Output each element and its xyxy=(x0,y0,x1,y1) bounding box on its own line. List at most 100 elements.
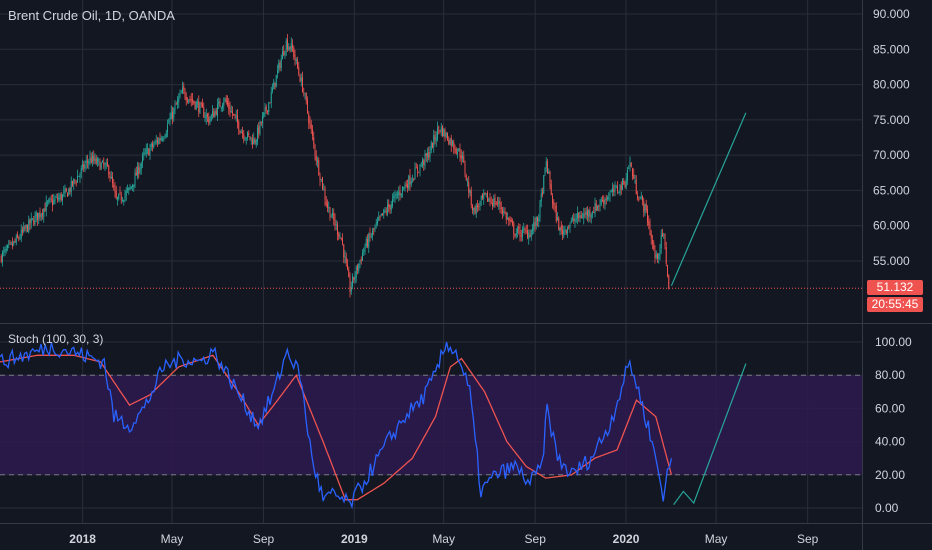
candle-body xyxy=(67,192,68,197)
candle-body xyxy=(5,248,7,251)
price-projection-line[interactable] xyxy=(670,112,747,286)
candle-body xyxy=(389,205,391,210)
candle-body xyxy=(219,101,221,107)
projection-lines[interactable] xyxy=(670,112,747,506)
candle-body xyxy=(102,160,103,163)
candle-body xyxy=(455,148,457,154)
candle-body xyxy=(394,193,396,198)
candle-body xyxy=(588,210,590,218)
candle-body xyxy=(235,116,237,118)
candle-body xyxy=(562,230,563,235)
candle-body xyxy=(537,216,538,221)
candle-body xyxy=(402,186,403,193)
candle-body xyxy=(373,228,375,230)
candle-body xyxy=(173,108,175,119)
candle-body xyxy=(197,102,198,104)
candle-body xyxy=(550,184,552,195)
stoch-tick-label: 40.00 xyxy=(875,435,905,449)
candle-body xyxy=(498,200,500,205)
candle-body xyxy=(237,114,238,123)
candle-body xyxy=(303,92,305,94)
candle-body xyxy=(514,233,516,237)
candle-body xyxy=(565,229,567,233)
candle-body xyxy=(172,112,173,119)
price-tick-label: 75.000 xyxy=(873,113,910,127)
candle-body xyxy=(510,219,512,222)
candle-body xyxy=(319,175,321,180)
candle-body xyxy=(305,92,307,102)
time-tick-label: May xyxy=(432,532,455,546)
candle-body xyxy=(43,208,45,217)
candle-body xyxy=(613,189,615,193)
candle-body xyxy=(404,184,406,189)
candle-body xyxy=(314,144,316,156)
candlesticks xyxy=(0,33,670,298)
candle-body xyxy=(50,199,52,201)
candle-body xyxy=(2,252,3,262)
candle-body xyxy=(283,51,285,55)
candle-body xyxy=(193,100,195,103)
candle-body xyxy=(579,215,581,218)
candle-body xyxy=(200,103,202,105)
candle-body xyxy=(224,98,226,101)
candle-body xyxy=(357,266,358,271)
candle-body xyxy=(233,113,235,115)
candle-body xyxy=(257,127,258,142)
candle-body xyxy=(648,221,650,225)
candle-body xyxy=(655,254,657,259)
candle-body xyxy=(267,110,268,112)
candle-body xyxy=(325,201,327,205)
candle-body xyxy=(24,226,26,229)
candle-body xyxy=(215,110,217,115)
candle-body xyxy=(452,140,453,146)
candle-body xyxy=(607,197,608,200)
candle-body xyxy=(528,233,530,240)
candle-body xyxy=(135,171,137,176)
candle-body xyxy=(232,111,233,115)
candle-body xyxy=(128,187,130,191)
candle-body xyxy=(492,202,493,206)
stoch-projection-line[interactable] xyxy=(673,363,747,506)
candle-body xyxy=(653,242,655,250)
time-tick-label: 2018 xyxy=(69,532,96,546)
candle-body xyxy=(575,218,577,220)
price-tick-label: 65.000 xyxy=(873,183,910,197)
candle-body xyxy=(85,160,87,164)
candle-body xyxy=(512,221,513,225)
candle-body xyxy=(560,225,562,231)
candle-body xyxy=(292,44,293,49)
candle-body xyxy=(548,171,550,174)
candle-body xyxy=(453,141,455,149)
candle-body xyxy=(189,98,191,100)
candle-body xyxy=(572,217,573,220)
candle-body xyxy=(403,187,405,188)
candle-body xyxy=(440,127,442,132)
candle-body xyxy=(474,207,476,215)
candle-body xyxy=(207,113,208,117)
time-tick-label: Sep xyxy=(797,532,819,546)
candle-body xyxy=(70,180,72,192)
candle-body xyxy=(363,250,365,252)
candle-body xyxy=(667,264,668,276)
candle-body xyxy=(668,275,670,289)
candle-body xyxy=(324,188,326,200)
candle-body xyxy=(118,193,120,200)
candle-body xyxy=(392,199,393,206)
candle-body xyxy=(564,228,566,230)
price-tick-label: 70.000 xyxy=(873,148,910,162)
candle-body xyxy=(275,74,277,88)
candle-body xyxy=(53,199,55,204)
candle-body xyxy=(557,217,558,221)
candle-body xyxy=(48,199,50,203)
candle-body xyxy=(183,86,185,91)
candle-body xyxy=(217,104,218,117)
candle-body xyxy=(485,193,487,195)
candle-body xyxy=(122,200,123,201)
candle-body xyxy=(583,213,585,219)
candle-body xyxy=(534,222,536,227)
candle-body xyxy=(63,191,65,193)
candle-body xyxy=(432,142,433,149)
candle-body xyxy=(358,263,360,271)
candle-body xyxy=(27,225,28,232)
